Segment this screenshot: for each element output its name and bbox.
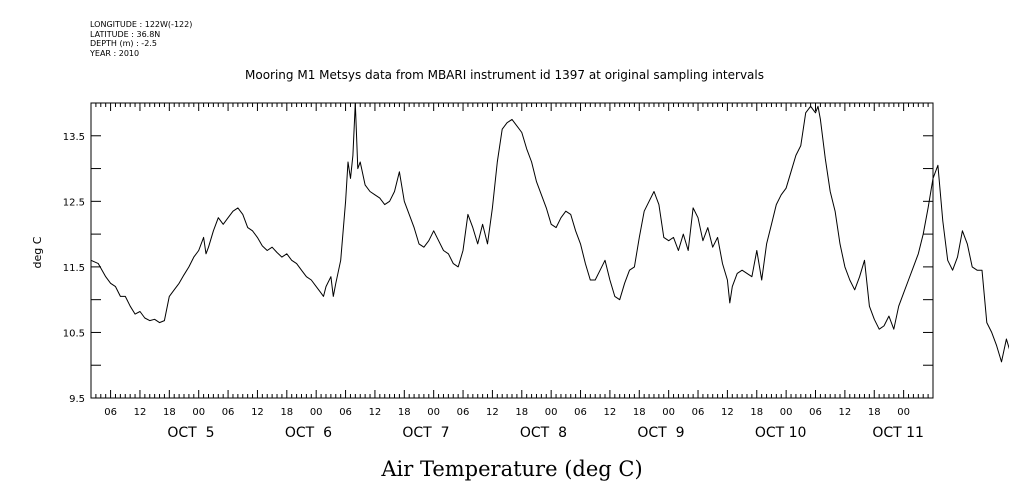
x-hour-label: 06 — [104, 407, 117, 418]
x-hour-label: 00 — [662, 407, 675, 418]
x-hour-label: 12 — [369, 407, 382, 418]
meta-depth: DEPTH (m) : -2.5 — [90, 39, 157, 48]
y-tick-label: 10.5 — [63, 328, 85, 339]
x-hour-label: 12 — [134, 407, 147, 418]
x-hour-label: 00 — [897, 407, 910, 418]
plot-labels: 9.5 10.5 11.5 12.5 13.5 06 12 18 00 06 12 18 00 06 12 1… — [31, 132, 924, 481]
metadata-block: LONGITUDE : 122W(-122) LATITUDE : 36.8N … — [90, 20, 192, 58]
x-hour-label: 18 — [868, 407, 881, 418]
x-day-label: OCT 6 — [285, 425, 332, 441]
meta-longitude: LONGITUDE : 122W(-122) — [90, 20, 193, 29]
x-hour-label: 12 — [721, 407, 734, 418]
x-hour-label: 18 — [515, 407, 528, 418]
x-day-label: OCT 5 — [167, 425, 214, 441]
plot-axes — [90, 102, 934, 399]
x-hour-label: 00 — [310, 407, 323, 418]
x-day-label: OCT 10 — [755, 425, 807, 441]
x-hour-label: 18 — [633, 407, 646, 418]
meta-year: YEAR : 2010 — [90, 48, 140, 58]
x-hour-label: 06 — [574, 407, 587, 418]
plot-series — [90, 102, 1009, 363]
x-hour-label: 06 — [222, 407, 235, 418]
x-hour-label: 12 — [604, 407, 617, 418]
x-hour-label: 12 — [251, 407, 264, 418]
x-hour-label: 06 — [339, 407, 352, 418]
x-hour-label: 12 — [486, 407, 499, 418]
y-tick-label: 11.5 — [63, 263, 85, 274]
y-tick-label: 12.5 — [63, 197, 85, 208]
chart-title: Mooring M1 Metsys data from MBARI instru… — [245, 68, 764, 82]
series-line — [90, 102, 1009, 363]
x-hour-label: 06 — [457, 407, 470, 418]
x-hour-label: 00 — [427, 407, 440, 418]
y-tick-label: 9.5 — [69, 394, 85, 405]
x-hour-label: 00 — [192, 407, 205, 418]
x-hour-label: 00 — [545, 407, 558, 418]
y-tick-label: 13.5 — [63, 132, 85, 143]
x-day-label: OCT 9 — [637, 425, 684, 441]
x-hour-label: 06 — [809, 407, 822, 418]
x-day-label: OCT 7 — [402, 425, 449, 441]
y-axis-label: deg C — [31, 236, 44, 268]
x-hour-label: 18 — [398, 407, 411, 418]
x-axis-label: Air Temperature (deg C) — [380, 457, 642, 481]
x-hour-label: 06 — [692, 407, 705, 418]
x-hour-label: 18 — [280, 407, 293, 418]
x-hour-label: 00 — [780, 407, 793, 418]
x-day-label: OCT 8 — [520, 425, 567, 441]
x-hour-label: 18 — [750, 407, 763, 418]
x-hour-label: 18 — [163, 407, 176, 418]
plot-frame — [90, 102, 934, 399]
x-day-label: OCT 11 — [872, 425, 924, 441]
x-hour-label: 12 — [839, 407, 852, 418]
meta-latitude: LATITUDE : 36.8N — [90, 29, 161, 39]
